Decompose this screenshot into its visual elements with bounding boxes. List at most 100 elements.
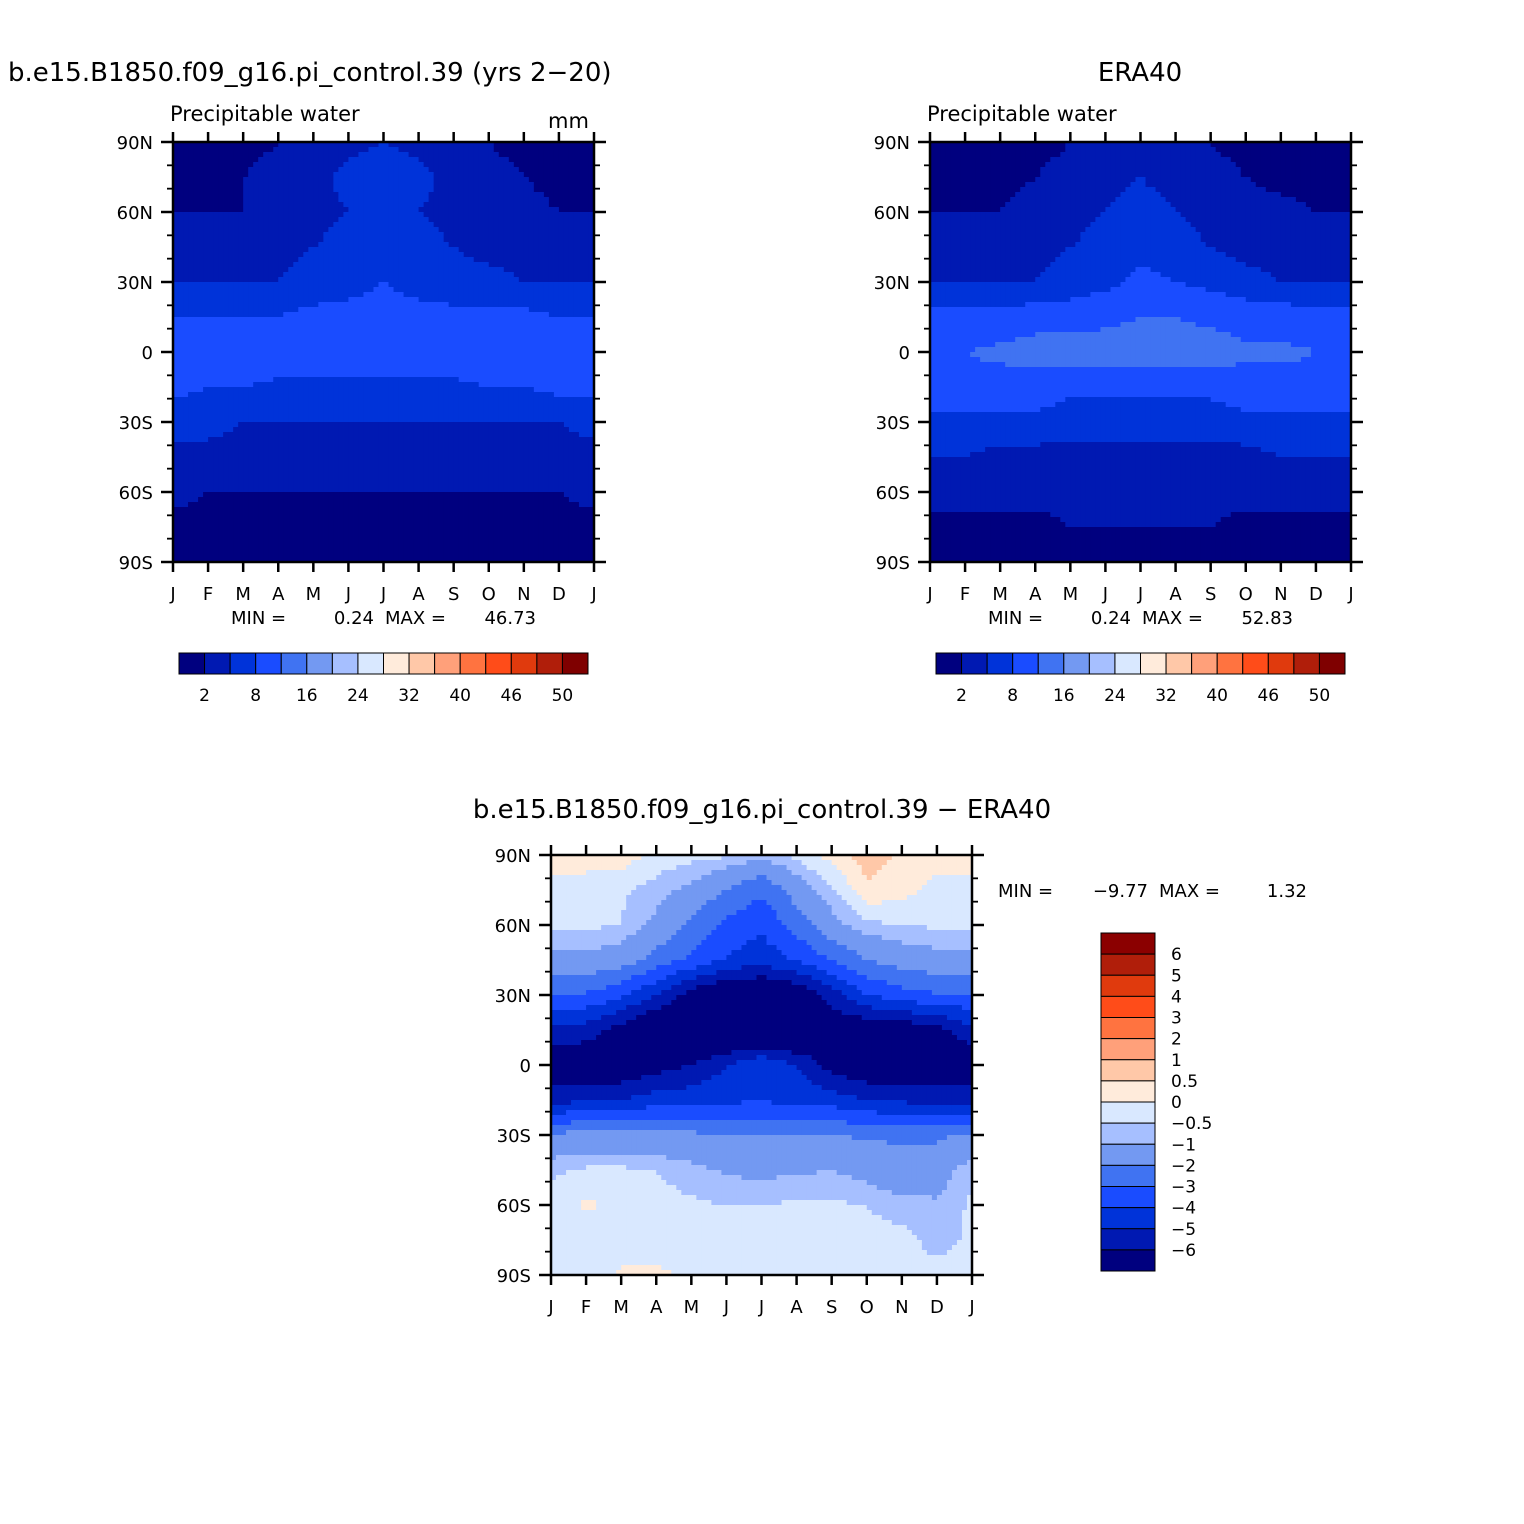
model-contour-cell: [434, 277, 440, 283]
model-contour-cell: [559, 382, 565, 388]
model-contour-cell: [233, 347, 239, 353]
model-contour-cell: [303, 397, 309, 403]
model-contour-cell: [308, 207, 314, 213]
model-contour-cell: [569, 262, 575, 268]
model-contour-cell: [223, 377, 229, 383]
model-contour-cell: [504, 412, 510, 418]
model-contour-cell: [248, 302, 254, 308]
model-contour-cell: [243, 147, 249, 153]
model-contour-cell: [449, 327, 455, 333]
model-contour-cell: [278, 147, 284, 153]
model-contour-cell: [308, 167, 314, 173]
model-contour-cell: [484, 167, 490, 173]
model-contour-cell: [519, 172, 525, 178]
model-contour-cell: [303, 292, 309, 298]
model-contour-cell: [479, 187, 485, 193]
model-contour-cell: [378, 247, 384, 253]
model-contour-cell: [263, 402, 269, 408]
model-contour-cell: [529, 187, 535, 193]
model-contour-cell: [489, 317, 495, 323]
model-contour-cell: [328, 257, 334, 263]
model-contour-cell: [298, 427, 304, 433]
model-contour-cell: [273, 262, 279, 268]
model-contour-cell: [178, 222, 184, 228]
model-contour-cell: [419, 432, 425, 438]
model-contour-cell: [363, 332, 369, 338]
model-contour-cell: [258, 302, 264, 308]
model-contour-cell: [343, 147, 349, 153]
model-contour-cell: [263, 187, 269, 193]
model-contour-cell: [208, 392, 214, 398]
model-contour-cell: [193, 427, 199, 433]
model-contour-cell: [419, 397, 425, 403]
model-contour-cell: [353, 147, 359, 153]
model-contour-cell: [494, 327, 500, 333]
model-contour-cell: [444, 287, 450, 293]
model-contour-cell: [399, 302, 405, 308]
model-contour-cell: [238, 362, 244, 368]
model-contour-cell: [333, 407, 339, 413]
model-contour-cell: [389, 372, 395, 378]
model-contour-cell: [283, 317, 289, 323]
model-contour-cell: [263, 337, 269, 343]
model-contour-cell: [193, 182, 199, 188]
model-contour-cell: [188, 297, 194, 303]
model-contour-cell: [414, 232, 420, 238]
model-contour-cell: [544, 272, 550, 278]
model-contour-cell: [248, 402, 254, 408]
model-contour-cell: [549, 247, 555, 253]
model-contour-cell: [579, 357, 585, 363]
model-contour-cell: [469, 407, 475, 413]
model-contour-cell: [218, 182, 224, 188]
model-contour-cell: [469, 147, 475, 153]
model-contour-cell: [223, 427, 229, 433]
model-contour-cell: [378, 327, 384, 333]
model-contour-cell: [313, 267, 319, 273]
model-contour-cell: [208, 227, 214, 233]
model-contour-cell: [288, 147, 294, 153]
model-contour-cell: [198, 322, 204, 328]
model-contour-cell: [358, 252, 364, 258]
model-contour-cell: [384, 417, 390, 423]
model-contour-cell: [584, 367, 590, 373]
model-contour-cell: [228, 272, 234, 278]
model-contour-cell: [414, 247, 420, 253]
model-contour-cell: [328, 277, 334, 283]
model-contour-cell: [223, 312, 229, 318]
model-contour-cell: [434, 422, 440, 428]
model-contour-cell: [288, 257, 294, 263]
model-contour-cell: [183, 407, 189, 413]
model-contour-cell: [193, 172, 199, 178]
model-contour-cell: [353, 402, 359, 408]
model-contour-cell: [529, 322, 535, 328]
model-contour-cell: [288, 182, 294, 188]
model-contour-cell: [499, 357, 505, 363]
model-contour-cell: [368, 212, 374, 218]
model-contour-cell: [449, 172, 455, 178]
model-contour-cell: [434, 407, 440, 413]
model-contour-cell: [504, 377, 510, 383]
model-contour-cell: [303, 312, 309, 318]
model-contour-cell: [484, 367, 490, 373]
model-contour-cell: [509, 267, 515, 273]
model-contour-cell: [328, 417, 334, 423]
model-contour-cell: [318, 417, 324, 423]
model-contour-cell: [489, 207, 495, 213]
model-contour-cell: [554, 347, 560, 353]
model-contour-cell: [394, 227, 400, 233]
model-contour-cell: [368, 192, 374, 198]
model-contour-cell: [243, 342, 249, 348]
model-contour-cell: [494, 322, 500, 328]
model-contour-cell: [394, 372, 400, 378]
model-contour-cell: [419, 297, 425, 303]
model-contour-cell: [389, 307, 395, 313]
model-contour-cell: [198, 277, 204, 283]
model-contour-cell: [529, 247, 535, 253]
model-contour-cell: [414, 327, 420, 333]
model-contour-cell: [323, 307, 329, 313]
model-contour-cell: [494, 412, 500, 418]
model-contour-cell: [429, 197, 435, 203]
model-contour-cell: [223, 242, 229, 248]
model-contour-cell: [419, 377, 425, 383]
model-contour-cell: [373, 172, 379, 178]
